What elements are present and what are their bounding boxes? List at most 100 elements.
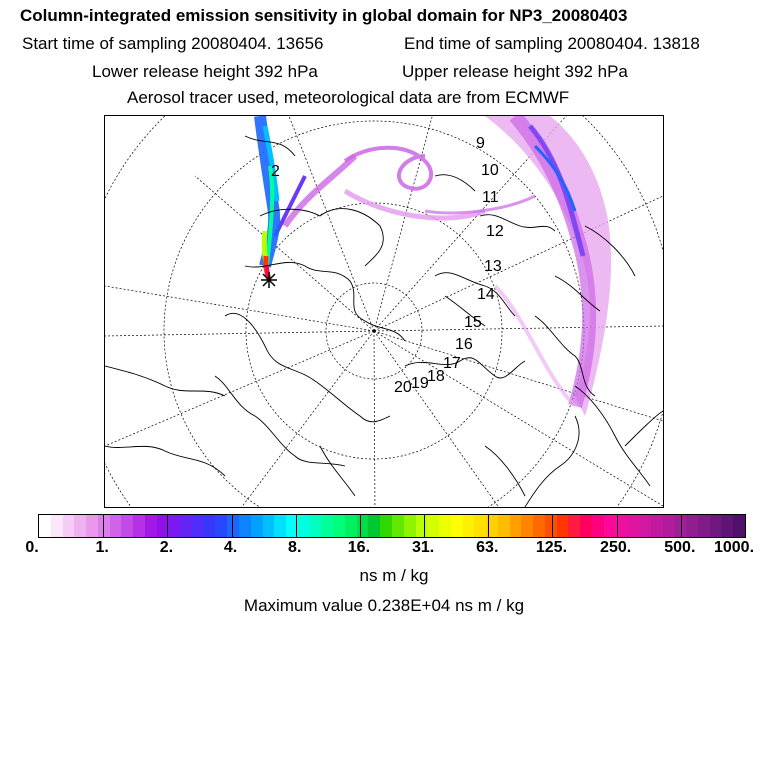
colorbar-segment [709, 515, 722, 537]
colorbar-tick-label: 1. [95, 539, 109, 556]
upper-release-height-text: Upper release height 392 hPa [402, 62, 628, 81]
map-panel: 2 9 10 11 12 13 14 15 16 17 18 19 20 [104, 115, 664, 508]
hour-label: 2 [271, 163, 280, 180]
colorbar-segment [391, 515, 404, 537]
lower-release-height-text: Lower release height 392 hPa [92, 62, 318, 81]
map-canvas: 2 9 10 11 12 13 14 15 16 17 18 19 20 [105, 116, 663, 507]
hour-label: 15 [464, 314, 482, 331]
colorbar-segment [74, 515, 87, 537]
colorbar-tick-label: 1000. [713, 539, 755, 556]
colorbar-segment [486, 515, 498, 537]
colorbar-segment [333, 515, 345, 537]
colorbar-segment [627, 515, 640, 537]
colorbar-tick [295, 515, 297, 537]
colorbar-segment [156, 515, 169, 537]
colorbar-segment [615, 515, 628, 537]
colorbar-segment [403, 515, 416, 537]
colorbar-segment [497, 515, 510, 537]
colorbar-tick-label: 250. [600, 539, 632, 556]
colorbar-segment [509, 515, 522, 537]
colorbar-segment [227, 515, 240, 537]
colorbar-segment [191, 515, 204, 537]
colorbar-segment [544, 515, 557, 537]
hour-label: 17 [443, 355, 461, 372]
colorbar-tick-label: 16. [347, 539, 371, 556]
colorbar-segment [250, 515, 263, 537]
colorbar-segment [603, 515, 616, 537]
colorbar-segment [580, 515, 592, 537]
plot-title: Column-integrated emission sensitivity i… [20, 6, 628, 25]
colorbar-tick-label: 8. [288, 539, 302, 556]
colorbar-segment [344, 515, 357, 537]
hour-label: 14 [477, 286, 495, 303]
colorbar-segment [356, 515, 369, 537]
colorbar-segment [109, 515, 122, 537]
hour-label: 19 [411, 375, 429, 392]
colorbar-tick [231, 515, 233, 537]
colorbar-segment [62, 515, 75, 537]
colorbar-segment [50, 515, 63, 537]
colorbar-segment [556, 515, 569, 537]
tracer-info-text: Aerosol tracer used, meteorological data… [127, 88, 570, 107]
colorbar-segment [133, 515, 145, 537]
colorbar-tick [488, 515, 490, 537]
hour-label: 20 [394, 379, 412, 396]
hour-label: 12 [486, 223, 504, 240]
hour-label: 16 [455, 336, 473, 353]
colorbar-segment [239, 515, 251, 537]
maximum-value-text: Maximum value 0.238E+04 ns m / kg [243, 596, 525, 615]
colorbar-segment [639, 515, 651, 537]
hour-label: 10 [481, 162, 499, 179]
colorbar-tick-label: 31. [411, 539, 435, 556]
colorbar-segment [215, 515, 228, 537]
colorbar-segment [321, 515, 334, 537]
colorbar-tick [359, 515, 361, 537]
colorbar-segment [686, 515, 698, 537]
colorbar-segment [368, 515, 381, 537]
colorbar-segment [262, 515, 275, 537]
colorbar-segment [39, 515, 51, 537]
units-label: ns m / kg [359, 566, 429, 585]
colorbar-segment [180, 515, 192, 537]
colorbar-tick-label: 63. [476, 539, 499, 556]
colorbar-segment [144, 515, 157, 537]
star-icon [261, 272, 277, 288]
colorbar-segment [309, 515, 322, 537]
colorbar-segment [286, 515, 298, 537]
colorbar-tick [616, 515, 618, 537]
colorbar-segment [274, 515, 287, 537]
coastlines [105, 135, 663, 507]
colorbar-segment [533, 515, 545, 537]
hour-label: 9 [476, 135, 485, 152]
colorbar-tick [680, 515, 682, 537]
colorbar-segment [168, 515, 181, 537]
colorbar-segment [86, 515, 98, 537]
colorbar-segment [439, 515, 451, 537]
colorbar-tick-label: 500. [664, 539, 696, 556]
colorbar [38, 514, 746, 538]
hour-label: 18 [427, 368, 445, 385]
colorbar-tick-label: 4. [223, 539, 238, 556]
colorbar-segment [674, 515, 687, 537]
colorbar-segment [427, 515, 440, 537]
colorbar-segment [462, 515, 475, 537]
emission-sensitivity-plume [254, 116, 612, 416]
start-time-text: Start time of sampling 20080404. 13656 [22, 34, 324, 53]
hour-label: 13 [484, 258, 502, 275]
colorbar-tick [103, 515, 105, 537]
colorbar-tick-label: 0. [25, 539, 39, 556]
colorbar-segment [591, 515, 604, 537]
colorbar-segment [733, 515, 745, 537]
colorbar-segment [203, 515, 216, 537]
colorbar-segment [650, 515, 663, 537]
hour-label: 11 [482, 189, 499, 206]
colorbar-segment [121, 515, 134, 537]
colorbar-segment [697, 515, 710, 537]
colorbar-tick-label: 2. [159, 539, 174, 556]
colorbar-tick [552, 515, 554, 537]
colorbar-tick [167, 515, 169, 537]
colorbar-segment [662, 515, 675, 537]
colorbar-segment [297, 515, 310, 537]
colorbar-tick [424, 515, 426, 537]
colorbar-segment [721, 515, 734, 537]
